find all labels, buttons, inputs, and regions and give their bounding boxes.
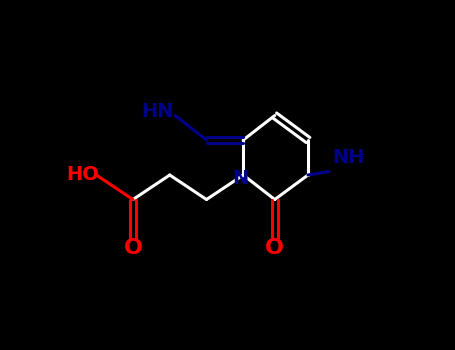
Text: O: O [265,238,284,259]
Text: HO: HO [66,166,99,184]
Text: HN: HN [141,103,174,121]
Text: NH: NH [332,148,364,167]
Text: O: O [123,238,142,259]
Text: N: N [233,169,248,188]
